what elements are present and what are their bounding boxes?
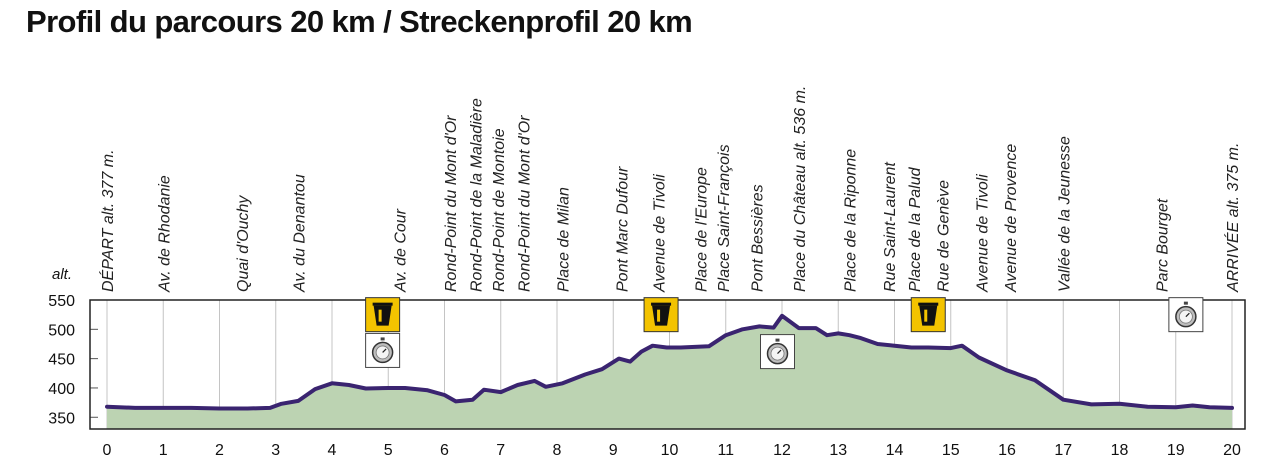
x-tick-label: 14 [886,442,904,459]
cup-shape [373,305,392,326]
y-tick-label: 500 [48,322,75,339]
chart-title: Profil du parcours 20 km / Streckenprofi… [26,4,693,39]
location-label: Rond-Point du Mont d'Or [443,115,460,292]
x-tick-label: 9 [609,442,618,459]
stopwatch-button [380,337,385,341]
y-tick-label: 550 [48,293,75,310]
location-label: Place du Château alt. 536 m. [792,86,809,292]
location-label: Rond-Point du Mont d'Or [516,115,533,292]
cup-rim [651,302,672,306]
cup-rim [918,302,939,306]
x-tick-label: 4 [328,442,337,459]
location-label: Rue de Genève [935,180,952,292]
location-label: Av. du Denantou [291,174,308,293]
x-tick-label: 11 [717,442,734,459]
location-label: Pont Marc Dufour [615,166,632,292]
location-label: Avenue de Tivoli [651,174,668,293]
location-label: Place Saint-François [716,144,733,292]
timing-icon [1168,297,1204,333]
elevation-area [105,313,1234,429]
location-label: Place de la Riponne [843,149,860,292]
location-label: Rond-Point de la Maladière [468,98,485,292]
cup-rim [372,302,393,306]
y-tick-label: 350 [48,410,75,427]
location-label: Place de Milan [556,187,573,292]
location-label: Parc Bourget [1155,198,1172,292]
course-markers [365,297,1204,370]
elevation-fill [107,315,1232,429]
location-label: Rond-Point de Montoie [491,128,508,292]
x-tick-label: 15 [942,442,960,459]
location-label: ARRIVÉE alt. 375 m. [1223,143,1242,293]
y-axis-label: alt. [52,266,72,283]
stopwatch-button [1183,301,1188,305]
location-label: DÉPART alt. 377 m. [98,149,117,292]
x-tick-label: 20 [1223,442,1241,459]
timing-icon [365,332,401,368]
y-tick-labels: 350 400 450 500 550 [48,293,75,427]
location-label: Vallée de la Jeunesse [1056,136,1073,292]
drink-station-icon [643,297,679,333]
y-tick-label: 450 [48,352,75,369]
location-label: Place de l'Europe [693,167,710,292]
cup-highlight [924,309,928,322]
x-tick-label: 16 [998,442,1016,459]
location-label: Avenue de Provence [1003,144,1020,293]
x-tick-label: 5 [384,442,393,459]
location-label: Pont Bessières [750,184,767,292]
location-label: Av. de Cour [393,208,410,293]
stopwatch-button [775,338,780,342]
location-label: Place de la Palud [907,166,924,292]
x-tick-label: 12 [773,442,791,459]
x-tick-label: 0 [103,442,112,459]
x-tick-label: 2 [215,442,224,459]
drink-station-icon [365,297,401,333]
stopwatch-hand [382,348,387,353]
y-tick-label: 400 [48,381,75,398]
cup-shape [919,305,938,326]
location-label: Quai d'Ouchy [235,195,252,292]
x-tick-label: 17 [1054,442,1072,459]
stopwatch-hand [1185,312,1190,318]
x-tick-label: 18 [1111,442,1129,459]
stopwatch-hand [777,349,782,355]
x-tick-label: 1 [159,442,168,459]
cup-highlight [378,309,382,322]
x-tick-label: 8 [553,442,562,459]
x-tick-label: 13 [829,442,847,459]
timing-icon [760,334,795,370]
elevation-line [105,313,1234,411]
x-tick-labels: 0 1 2 3 4 5 6 7 8 9 10 11 12 13 14 15 16 17 18 19 20 [103,442,1241,459]
cup-highlight [657,309,661,322]
location-label: Av. de Rhodanie [156,175,173,293]
x-tick-label: 10 [661,442,679,459]
x-tick-label: 7 [496,442,505,459]
x-tick-label: 3 [271,442,280,459]
x-tick-label: 19 [1167,442,1185,459]
location-label: Avenue de Tivoli [975,174,992,293]
cup-shape [652,305,671,326]
drink-station-icon [910,297,946,333]
x-tick-label: 6 [440,442,449,459]
location-labels: DÉPART alt. 377 m. Av. de Rhodanie Quai d'… [98,86,1242,293]
location-label: Rue Saint-Laurent [882,162,899,292]
